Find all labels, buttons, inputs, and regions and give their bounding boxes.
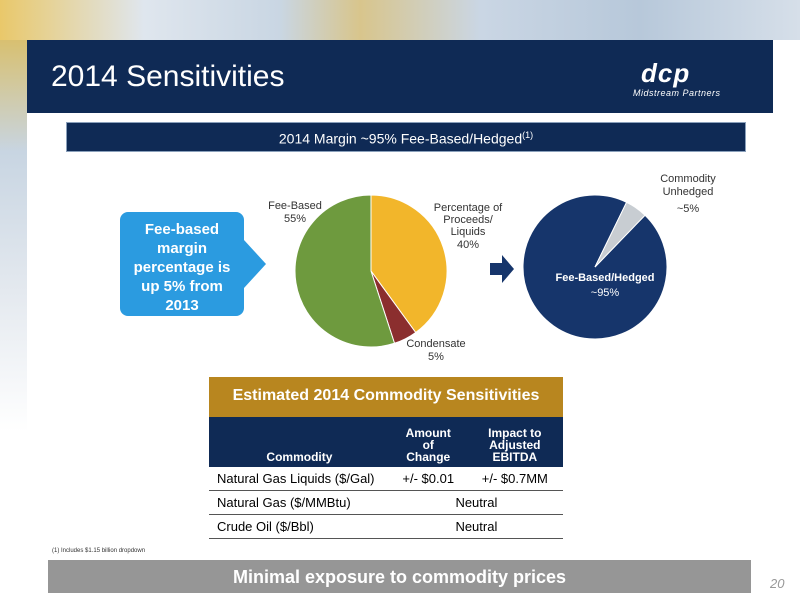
- pie-slice-commodity-unhedged: [594, 201, 646, 268]
- col-impact: Impact to Adjusted EBITDA: [466, 417, 563, 467]
- logo-subtitle: Midstream Partners: [633, 88, 721, 98]
- dcp-logo: dcp Midstream Partners: [633, 58, 753, 102]
- hedged-pie: [522, 194, 668, 340]
- left-decoration: [0, 40, 27, 600]
- col-commodity: Commodity: [209, 417, 390, 467]
- footnote: (1) Includes $1.15 billion dropdown: [52, 548, 146, 554]
- sensitivity-header: Estimated 2014 Commodity Sensitivities: [209, 377, 563, 417]
- row-impact-merged: Neutral: [389, 514, 563, 539]
- bottom-banner: Minimal exposure to commodity prices: [48, 560, 751, 593]
- pop-liquids-label-3: Liquids: [451, 226, 486, 238]
- sensitivity-title: Estimated 2014 Commodity Sensitivities: [232, 387, 540, 404]
- callout-box: Fee-based margin percentage is up 5% fro…: [120, 212, 244, 316]
- unhedged-label-2: Unhedged: [663, 186, 714, 198]
- page-number: 20: [770, 576, 785, 591]
- pop-liquids-value: 40%: [457, 239, 479, 251]
- chart-arrow-icon: [490, 255, 514, 283]
- pie-slice-fee-based: [294, 194, 396, 348]
- pop-liquids-label-2: Proceeds/: [443, 214, 493, 226]
- pie-slice-pop-liquids: [370, 194, 448, 334]
- header-photo-banner: [0, 0, 800, 40]
- pop-liquids-label-1: Percentage of: [434, 202, 503, 214]
- condensate-label: Condensate: [406, 338, 465, 350]
- table-row: Crude Oil ($/Bbl) Neutral: [209, 514, 563, 539]
- table-row: Natural Gas ($/MMBtu) Neutral: [209, 490, 563, 515]
- callout-text: Fee-based margin percentage is up 5% fro…: [133, 221, 231, 314]
- logo-mark: dcp: [641, 58, 691, 88]
- subtitle-bar: 2014 Margin ~95% Fee-Based/Hedged(1): [66, 122, 746, 152]
- row-impact: +/- $0.7MM: [466, 467, 563, 491]
- table-row: Natural Gas Liquids ($/Gal) +/- $0.01 +/…: [209, 467, 563, 491]
- row-commodity: Crude Oil ($/Bbl): [209, 514, 390, 539]
- callout-arrow-icon: [244, 240, 266, 288]
- hedged-value: ~95%: [591, 287, 620, 299]
- fee-based-value: 55%: [284, 213, 306, 225]
- page-title: 2014 Sensitivities: [51, 60, 285, 93]
- pie-charts: Fee-Based 55% Percentage of Proceeds/ Li…: [268, 173, 716, 363]
- title-bar: 2014 Sensitivities dcp Midstream Partner…: [27, 40, 773, 113]
- row-commodity: Natural Gas Liquids ($/Gal): [209, 467, 390, 491]
- row-impact-merged: Neutral: [389, 490, 563, 515]
- unhedged-value: ~5%: [677, 203, 700, 215]
- sensitivity-table: Commodity Amount of Change Impact to Adjust…: [209, 417, 563, 539]
- subtitle-main: 2014 Margin ~95% Fee-Based/Hedged: [278, 130, 523, 147]
- subtitle-text: 2014 Margin ~95% Fee-Based/Hedged(1): [67, 130, 745, 147]
- fee-based-label: Fee-Based: [268, 200, 322, 212]
- subtitle-footnote-ref: (1): [522, 130, 534, 140]
- row-amount: +/- $0.01: [389, 467, 467, 491]
- table-header-row: Commodity Amount of Change Impact to Adjust…: [209, 417, 563, 467]
- col-amount: Amount of Change: [389, 417, 467, 467]
- row-commodity: Natural Gas ($/MMBtu): [209, 490, 390, 515]
- unhedged-label-1: Commodity: [660, 173, 716, 185]
- hedged-label: Fee-Based/Hedged: [555, 272, 654, 284]
- margin-breakdown-pie: [294, 194, 448, 348]
- bottom-banner-text: Minimal exposure to commodity prices: [232, 567, 567, 587]
- condensate-value: 5%: [428, 351, 444, 363]
